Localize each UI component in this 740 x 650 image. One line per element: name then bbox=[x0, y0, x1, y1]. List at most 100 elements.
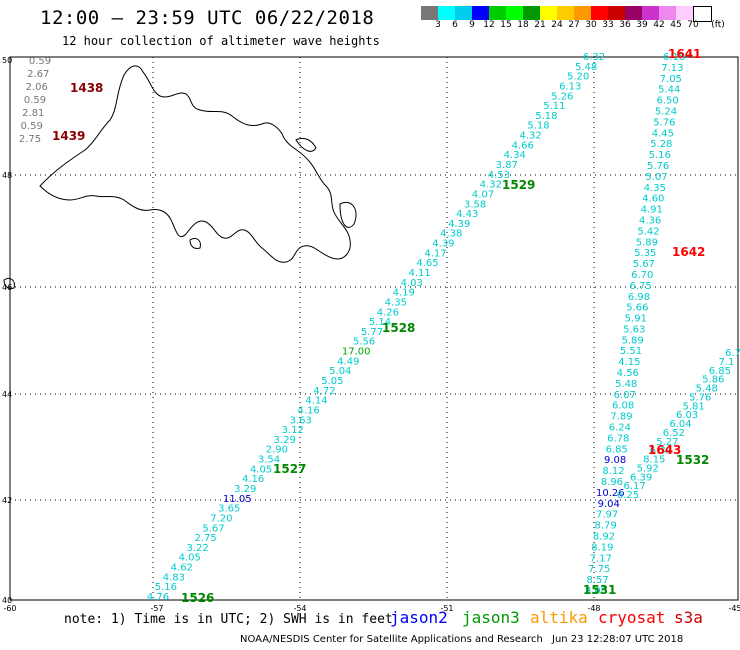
pass-id-label: 1529 bbox=[502, 178, 535, 192]
jason3-track-value: 4.66 bbox=[512, 140, 534, 151]
scale-swatch bbox=[540, 6, 557, 20]
legend-s3a: s3a bbox=[674, 608, 703, 627]
jason3-track-value: 3.29 bbox=[274, 435, 296, 446]
cryosat-track-value: 5.24 bbox=[655, 107, 677, 118]
cryosat-track-value: 5.76 bbox=[647, 161, 669, 172]
cryosat-track-value: 4.56 bbox=[617, 368, 639, 379]
pass-id-label: 1527 bbox=[273, 462, 306, 476]
jason3-b-track-value: 5.86 bbox=[702, 375, 724, 386]
jason3-b-track-value: 6.7 bbox=[725, 348, 740, 359]
jason3-track-value: 4.72 bbox=[313, 386, 335, 397]
jason3-track-value: 4.39 bbox=[432, 239, 454, 250]
scale-swatch bbox=[574, 6, 591, 20]
cryosat-track-value: 6.18 bbox=[663, 52, 685, 63]
longitude-label: -51 bbox=[440, 604, 453, 613]
jason3-track-value: 3.12 bbox=[282, 425, 304, 436]
grey-track-value: 2.67 bbox=[27, 69, 49, 80]
cryosat-track-value: 5.51 bbox=[620, 346, 642, 357]
scale-label: 45 bbox=[670, 20, 682, 30]
jason3-b-track-value: 5.81 bbox=[682, 401, 704, 412]
jason3-track-value: 2.90 bbox=[266, 445, 288, 456]
jason3-track-value: 7.20 bbox=[210, 514, 232, 525]
scale-swatch bbox=[693, 6, 712, 22]
pass-id-label: 1526 bbox=[181, 591, 214, 605]
cryosat-track-value: 5.76 bbox=[653, 117, 675, 128]
jason3-track-value: 3.63 bbox=[290, 415, 312, 426]
jason3-b-track-value: 6.52 bbox=[663, 428, 685, 439]
scale-swatch bbox=[472, 6, 489, 20]
scale-swatch bbox=[489, 6, 506, 20]
grey-track-value: 0.59 bbox=[21, 121, 43, 132]
cryosat-track-value: 8.79 bbox=[594, 521, 616, 532]
cryosat-track-value: 6.50 bbox=[656, 96, 678, 107]
cryosat-track-value: 8.00 bbox=[585, 586, 607, 597]
jason3-track-value: 17.00 bbox=[342, 347, 371, 358]
map-title: 12:00 – 23:59 UTC 06/22/2018 bbox=[40, 7, 375, 29]
scale-swatch bbox=[625, 6, 642, 20]
jason3-track-value: 3.58 bbox=[464, 199, 486, 210]
jason3-track-value: 4.16 bbox=[242, 474, 264, 485]
scale-label: 24 bbox=[551, 20, 563, 30]
cryosat-track-value: 6.07 bbox=[614, 390, 636, 401]
longitude-label: -45 bbox=[728, 604, 740, 613]
grey-track-value: 2.81 bbox=[22, 108, 44, 119]
jason3-track-value: 6.13 bbox=[559, 82, 581, 93]
jason3-track-value: 4.32 bbox=[480, 180, 502, 191]
scale-label: 27 bbox=[568, 20, 580, 30]
jason3-track-value: 3.22 bbox=[186, 543, 208, 554]
jason3-track-value: 5.05 bbox=[321, 376, 343, 387]
cryosat-track-value: 7.89 bbox=[610, 412, 632, 423]
latitude-label: 42 bbox=[2, 496, 12, 505]
longitude-label: -48 bbox=[587, 604, 600, 613]
scale-swatch bbox=[557, 6, 574, 20]
jason3-b-track-value: 5.92 bbox=[637, 463, 659, 474]
jason3-track-value: 5.16 bbox=[155, 582, 177, 593]
cryosat-track-value: 4.35 bbox=[644, 183, 666, 194]
cryosat-track-value: 5.67 bbox=[633, 259, 655, 270]
jason3-track-value: 4.26 bbox=[377, 307, 399, 318]
legend-jason2: jason2 bbox=[390, 608, 448, 627]
jason3-track-value: 4.34 bbox=[504, 150, 526, 161]
jason3-track-value: 4.38 bbox=[440, 229, 462, 240]
scale-swatch bbox=[455, 6, 472, 20]
latitude-label: 44 bbox=[2, 390, 12, 399]
jason3-track-value: 4.35 bbox=[385, 298, 407, 309]
jason3-track-value: 5.77 bbox=[361, 327, 383, 338]
cryosat-track-value: 6.24 bbox=[609, 423, 631, 434]
jason3-track-value: 5.18 bbox=[535, 111, 557, 122]
cryosat-track-value: 5.89 bbox=[621, 335, 643, 346]
scale-swatch bbox=[438, 6, 455, 20]
jason3-track-value: 4.39 bbox=[448, 219, 470, 230]
pass-id-label: 1641 bbox=[668, 47, 701, 61]
cryosat-track-value: 5.28 bbox=[650, 139, 672, 150]
jason3-track-value: 3.29 bbox=[234, 484, 256, 495]
color-scale-labels: 3 6 9 12 15 18 21 24 27 30 33 36 39 42 45 70 (ft) bbox=[421, 20, 740, 34]
scale-label: 39 bbox=[636, 20, 648, 30]
jason3-track-value: 5.11 bbox=[543, 101, 565, 112]
axis-labels: -60 -57 -54 -51 -48 -45 50 48 46 44 42 40 bbox=[2, 56, 740, 613]
pass-id-label: 1531 bbox=[583, 583, 616, 597]
cryosat-track-value: 7.17 bbox=[590, 553, 612, 564]
map-subtitle: 12 hour collection of altimeter wave hei… bbox=[62, 34, 380, 48]
cryosat-track-value: 9.04 bbox=[598, 499, 620, 510]
jason3-track-value: 6.32 bbox=[583, 52, 605, 63]
jason3-b-track-value: 6.85 bbox=[709, 366, 731, 377]
jason3-track-value: 5.14 bbox=[369, 317, 391, 328]
jason3-track-value: 3.65 bbox=[218, 504, 240, 515]
scale-swatch bbox=[642, 6, 659, 20]
jason3-track-value: 5.20 bbox=[567, 72, 589, 83]
scale-label: 9 bbox=[469, 20, 475, 30]
cryosat-track-value: 5.89 bbox=[636, 237, 658, 248]
grey-track-value: 0.59 bbox=[29, 56, 51, 67]
cryosat-track-value: 7.05 bbox=[660, 74, 682, 85]
cryosat-track-value: 5.63 bbox=[623, 324, 645, 335]
pass-id-label: 1642 bbox=[672, 245, 705, 259]
cryosat-track-value: 6.70 bbox=[631, 270, 653, 281]
graticule-lines bbox=[10, 57, 738, 600]
longitude-label: -57 bbox=[150, 604, 163, 613]
scale-swatch bbox=[523, 6, 540, 20]
jason3-b-track-value: 5.27 bbox=[656, 437, 678, 448]
cryosat-track-value: 5.07 bbox=[645, 172, 667, 183]
cryosat-track-value: 7.97 bbox=[596, 510, 618, 521]
scale-swatch bbox=[659, 6, 676, 20]
